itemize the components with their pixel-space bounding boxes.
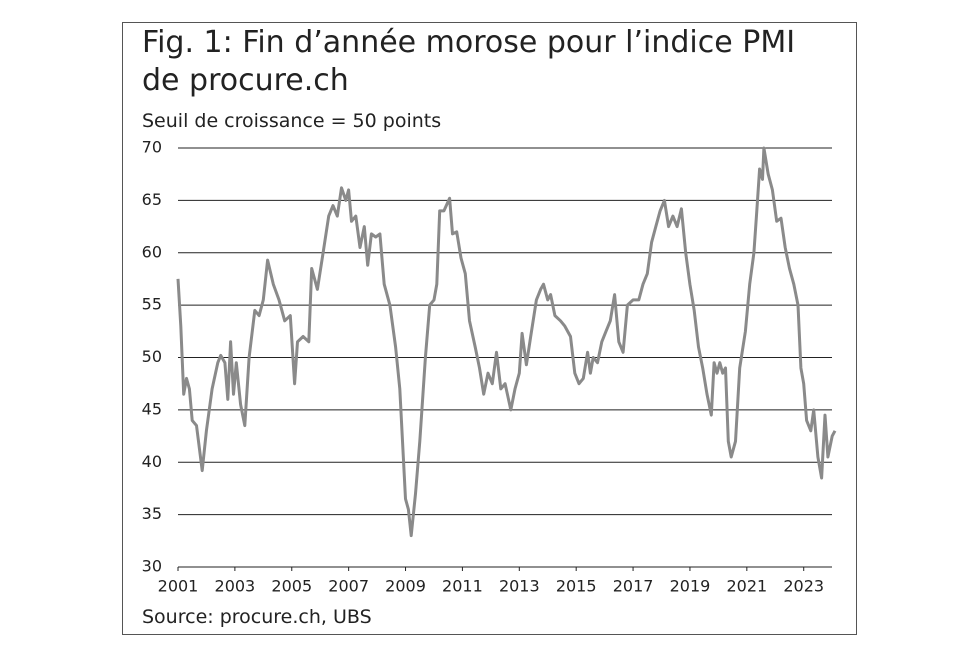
source-note: Source: procure.ch, UBS bbox=[142, 606, 372, 628]
x-tick-label: 2001 bbox=[158, 577, 199, 596]
chart-title: Fig. 1: Fin d’année morose pour l’indice… bbox=[142, 25, 796, 98]
y-tick-label: 45 bbox=[142, 399, 162, 418]
x-tick-label: 2017 bbox=[613, 577, 654, 596]
y-tick-label: 65 bbox=[142, 190, 162, 209]
y-tick-label: 35 bbox=[142, 504, 162, 523]
x-tick-label: 2013 bbox=[499, 577, 540, 596]
y-tick-label: 60 bbox=[142, 242, 162, 261]
x-tick-label: 2011 bbox=[442, 577, 483, 596]
x-tick-label: 2003 bbox=[215, 577, 256, 596]
x-tick-label: 2023 bbox=[783, 577, 824, 596]
y-tick-label: 30 bbox=[142, 557, 162, 576]
chart-subtitle: Seuil de croissance = 50 points bbox=[142, 110, 442, 132]
x-tick-label: 2019 bbox=[670, 577, 711, 596]
y-tick-label: 70 bbox=[142, 138, 162, 157]
pmi-line bbox=[176, 146, 837, 538]
x-tick-label: 2015 bbox=[556, 577, 597, 596]
y-tick-label: 50 bbox=[142, 347, 162, 366]
frame bbox=[122, 22, 857, 635]
x-tick-label: 2009 bbox=[385, 577, 426, 596]
y-tick-label: 40 bbox=[142, 452, 162, 471]
y-tick-label: 55 bbox=[142, 295, 162, 314]
x-tick-label: 2021 bbox=[726, 577, 767, 596]
x-tick-label: 2005 bbox=[271, 577, 312, 596]
x-tick-label: 2007 bbox=[328, 577, 369, 596]
